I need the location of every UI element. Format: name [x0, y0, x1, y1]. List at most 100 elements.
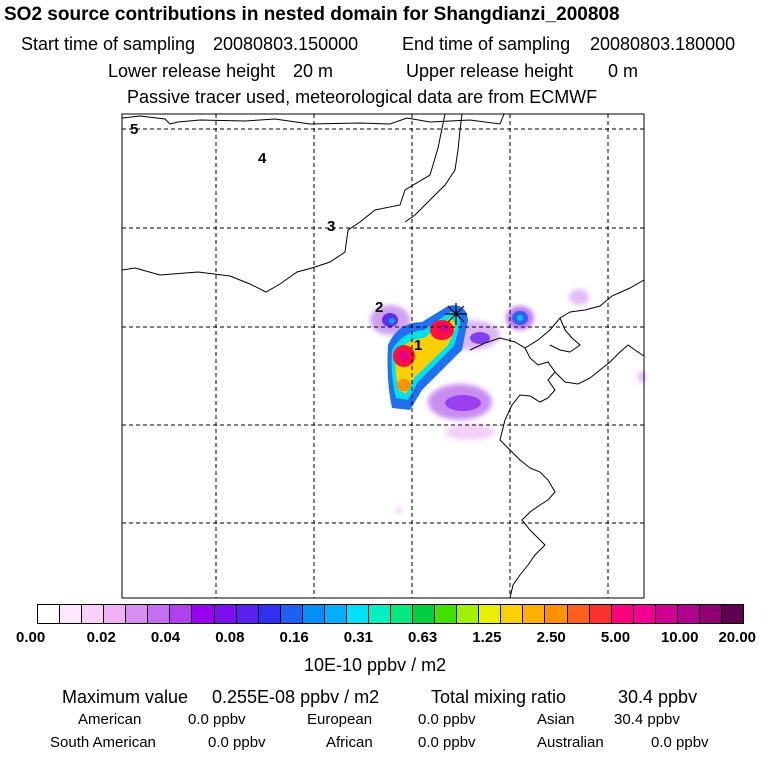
plume-core	[397, 379, 411, 391]
region-value: 0.0 ppbv	[418, 734, 476, 751]
start-time-label: Start time of sampling	[21, 34, 196, 54]
colorbar-swatch	[280, 605, 303, 623]
upper-release-value: 0 m	[608, 61, 639, 81]
colorbar-tick-label: 1.25	[472, 629, 502, 646]
colorbar-swatch	[721, 605, 743, 623]
colorbar-swatch	[611, 605, 634, 623]
day-label: 2	[375, 299, 383, 316]
plume-halo	[396, 507, 402, 513]
plot-title: SO2 source contributions in nested domai…	[4, 4, 620, 25]
max-value: 0.255E-08 ppbv / m2	[212, 687, 380, 707]
colorbar-swatch	[413, 605, 436, 623]
colorbar-swatch	[324, 605, 347, 623]
total-mixing-value: 30.4 ppbv	[618, 687, 698, 707]
colorbar-swatch	[655, 605, 678, 623]
map-frame	[121, 113, 645, 599]
colorbar-swatch	[148, 605, 171, 623]
plume-patch	[517, 315, 523, 321]
colorbar-tick-label: 0.02	[86, 629, 116, 646]
colorbar-swatch	[457, 605, 480, 623]
colorbar-tick-label: 20.00	[718, 629, 757, 646]
region-value: 30.4 ppbv	[614, 711, 680, 728]
colorbar-swatch	[633, 605, 656, 623]
colorbar-swatch	[479, 605, 502, 623]
colorbar-tick-label: 0.04	[150, 629, 181, 646]
day-label: 5	[130, 121, 138, 138]
colorbar-tick-label: 2.50	[536, 629, 566, 646]
boundary-line	[121, 113, 505, 125]
upper-release-label: Upper release height	[406, 61, 574, 81]
region-name: African	[326, 734, 373, 751]
colorbar-swatch	[589, 605, 612, 623]
plume-core	[399, 351, 409, 361]
boundary-lines	[121, 113, 645, 599]
region-value: 0.0 ppbv	[651, 734, 709, 751]
colorbar-tick-label: 0.31	[343, 629, 373, 646]
coastline	[549, 317, 581, 353]
colorbar-swatch	[60, 605, 83, 623]
colorbar-swatch	[38, 605, 61, 623]
colorbar-swatch	[435, 605, 458, 623]
colorbar-swatch	[368, 605, 391, 623]
region-value: 0.0 ppbv	[188, 711, 246, 728]
region-name: European	[307, 711, 373, 728]
end-time-value: 20080803.180000	[590, 34, 736, 54]
colorbar	[37, 604, 744, 624]
colorbar-tick-label: 0.16	[279, 629, 309, 646]
colorbar-swatch	[170, 605, 193, 623]
region-name: American	[78, 711, 142, 728]
colorbar-tick-label: 0.08	[215, 629, 245, 646]
start-time-value: 20080803.150000	[213, 34, 359, 54]
colorbar-swatch	[104, 605, 127, 623]
plume-halo	[638, 371, 646, 383]
colorbar-unit-label: 10E-10 ppbv / m2	[304, 655, 447, 675]
lower-release-label: Lower release height	[108, 61, 276, 81]
plume-patch	[389, 318, 395, 324]
plume-halo	[569, 289, 589, 305]
colorbar-swatch	[214, 605, 237, 623]
station-marker	[445, 303, 467, 325]
coastline	[469, 279, 645, 351]
coastline	[499, 347, 556, 599]
plume-core	[439, 324, 449, 332]
plume-halo	[445, 424, 495, 440]
colorbar-tick-label: 0.00	[15, 629, 46, 646]
concentration-plume	[370, 289, 646, 513]
tracer-note: Passive tracer used, meteorological data…	[127, 87, 598, 107]
colorbar-swatch	[126, 605, 149, 623]
total-mixing-label: Total mixing ratio	[431, 687, 567, 707]
colorbar-tick-label: 5.00	[600, 629, 631, 646]
colorbar-swatch	[567, 605, 590, 623]
coastline	[554, 344, 645, 385]
region-name: Australian	[537, 734, 604, 751]
colorbar-swatch	[346, 605, 369, 623]
colorbar-tick-label: 0.63	[408, 629, 438, 646]
colorbar-swatch	[302, 605, 325, 623]
colorbar-tick-label: 10.00	[660, 629, 699, 646]
day-label: 4	[258, 150, 267, 167]
boundary-line	[404, 113, 463, 223]
lat-lon-grid	[122, 114, 644, 598]
plume-patch	[470, 332, 490, 344]
plume-patch	[445, 395, 481, 411]
end-time-label: End time of sampling	[402, 34, 571, 54]
region-name: South American	[50, 734, 156, 751]
colorbar-swatch	[236, 605, 259, 623]
region-value: 0.0 ppbv	[208, 734, 266, 751]
colorbar-swatch	[523, 605, 546, 623]
day-label: 1	[414, 337, 422, 354]
colorbar-swatch	[501, 605, 524, 623]
day-label: 3	[327, 218, 335, 235]
region-value: 0.0 ppbv	[418, 711, 476, 728]
colorbar-swatch	[258, 605, 281, 623]
max-value-label: Maximum value	[62, 687, 189, 707]
colorbar-swatch	[192, 605, 215, 623]
lower-release-value: 20 m	[293, 61, 334, 81]
colorbar-swatch	[545, 605, 568, 623]
boundary-line	[121, 113, 446, 293]
colorbar-swatch	[82, 605, 105, 623]
region-name: Asian	[537, 711, 575, 728]
colorbar-swatch	[677, 605, 700, 623]
colorbar-swatch	[699, 605, 722, 623]
